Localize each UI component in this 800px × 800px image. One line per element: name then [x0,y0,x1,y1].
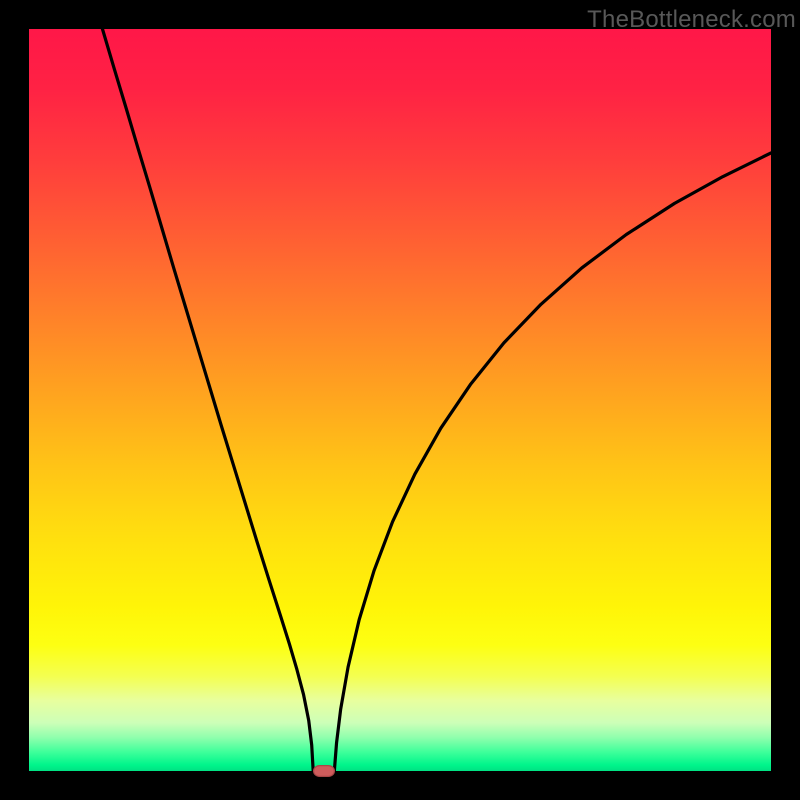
optimum-indicator [313,765,335,777]
plot-background [29,29,771,771]
watermark-text: TheBottleneck.com [587,6,796,33]
watermark: TheBottleneck.com [587,6,796,34]
bottleneck-chart [0,0,800,800]
